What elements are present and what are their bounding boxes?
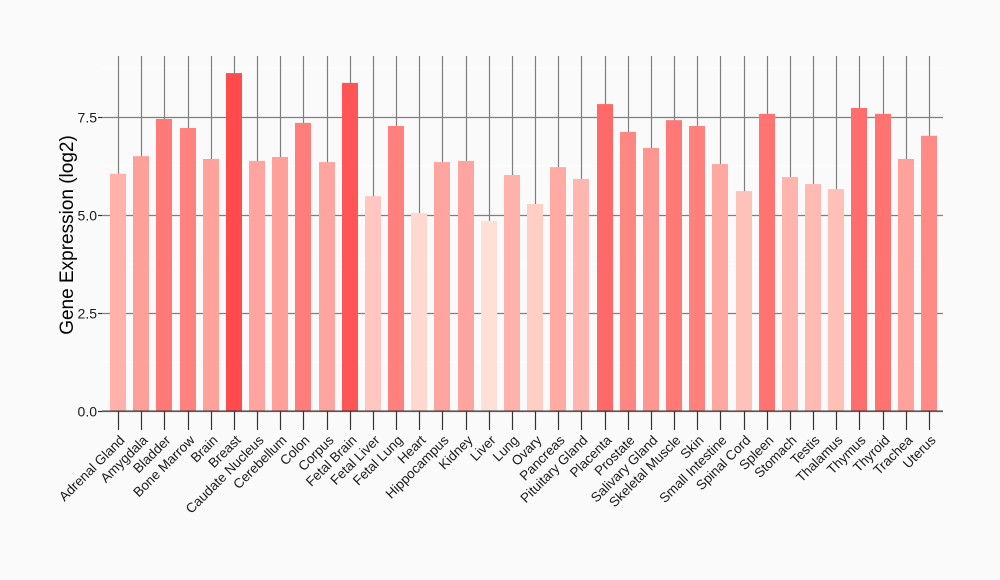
bar bbox=[133, 156, 149, 411]
y-ticks: 0.0 2.5 5.0 7.5 bbox=[78, 110, 102, 420]
bar bbox=[828, 189, 844, 411]
bar bbox=[156, 118, 172, 412]
bar bbox=[434, 162, 450, 411]
bar bbox=[782, 176, 798, 411]
minor-gridlines bbox=[102, 67, 943, 363]
bar bbox=[458, 160, 474, 411]
bar bbox=[527, 204, 543, 411]
bar bbox=[689, 126, 705, 412]
bar bbox=[666, 120, 682, 412]
bar bbox=[110, 173, 126, 411]
bar bbox=[921, 135, 937, 412]
bar bbox=[295, 122, 311, 411]
bar bbox=[898, 158, 914, 411]
bar bbox=[411, 213, 427, 411]
bar bbox=[643, 147, 659, 411]
y-axis-label: Gene Expression (log2) bbox=[57, 135, 78, 335]
bar bbox=[805, 184, 821, 411]
bars bbox=[110, 73, 937, 412]
y-tick-label: 0.0 bbox=[78, 404, 98, 420]
y-tick-label: 5.0 bbox=[78, 208, 98, 224]
bar bbox=[851, 107, 867, 411]
bar bbox=[620, 131, 636, 411]
bar bbox=[504, 175, 520, 411]
bar bbox=[272, 156, 288, 411]
bar bbox=[736, 191, 752, 411]
bar bbox=[249, 160, 265, 411]
bar bbox=[180, 127, 196, 411]
bar bbox=[365, 196, 381, 411]
bar bbox=[388, 126, 404, 412]
bar bbox=[342, 82, 358, 412]
bar bbox=[481, 220, 497, 411]
bar bbox=[573, 178, 589, 411]
bar bbox=[759, 113, 775, 411]
bar bbox=[203, 158, 219, 411]
bar bbox=[597, 104, 613, 412]
bar bbox=[319, 162, 335, 411]
y-tick-label: 7.5 bbox=[78, 110, 98, 126]
bar bbox=[550, 167, 566, 411]
bar bbox=[226, 73, 242, 411]
bar bbox=[712, 164, 728, 411]
y-tick-label: 2.5 bbox=[78, 306, 98, 322]
bar bbox=[875, 113, 891, 411]
